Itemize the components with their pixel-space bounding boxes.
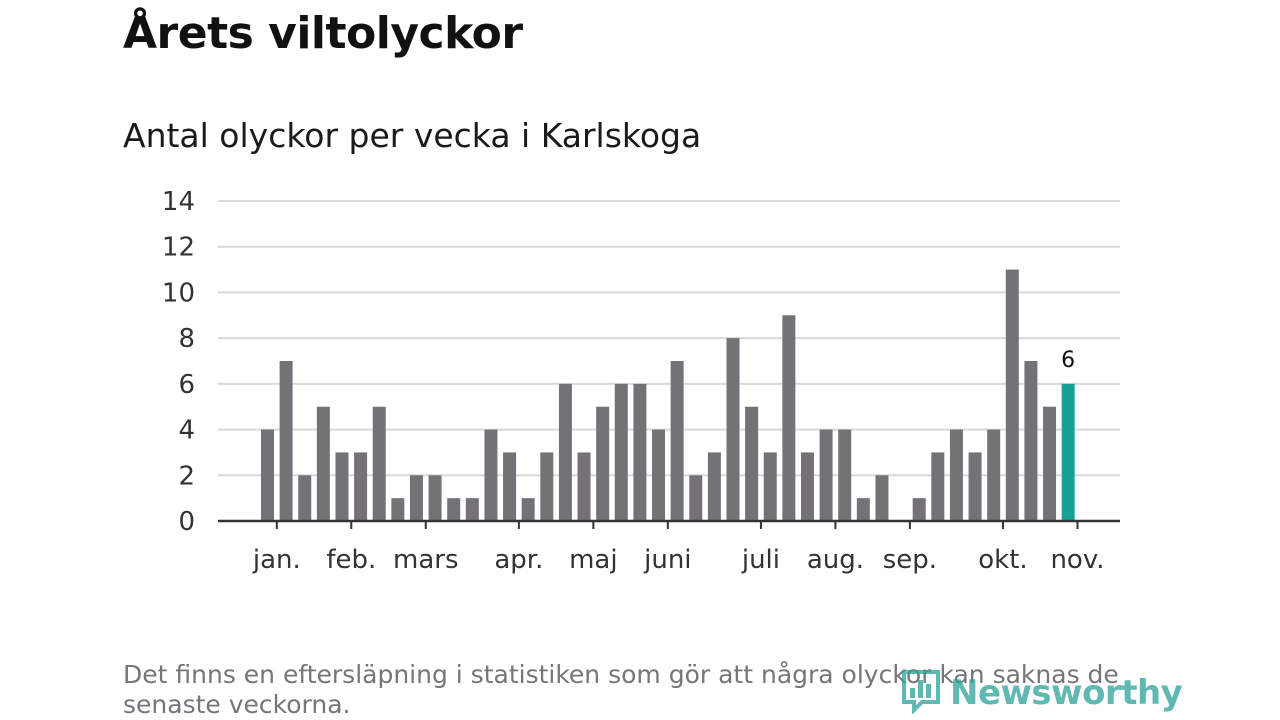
- bar: [838, 429, 852, 521]
- bar: [652, 429, 666, 521]
- x-tick-label: okt.: [978, 545, 1027, 575]
- bar: [931, 452, 945, 521]
- bar: [819, 429, 833, 521]
- bar: [987, 429, 1001, 521]
- bar: [763, 452, 777, 521]
- bar: [316, 406, 330, 521]
- bar-chart: 0 2 4 6 8 10 12 14 jan. feb. mars apr. maj juni juli au…: [162, 187, 1120, 575]
- bar: [875, 475, 889, 521]
- bar-chart-icon: [900, 668, 942, 718]
- bar: [279, 361, 293, 521]
- bar: [856, 498, 870, 521]
- y-tick-label: 6: [178, 370, 195, 400]
- x-tick-label: mars: [393, 545, 459, 575]
- bar: [261, 429, 274, 521]
- page-title: Årets viltolyckor: [123, 8, 523, 59]
- x-tick-label: apr.: [494, 545, 543, 575]
- bar: [726, 338, 740, 521]
- bar: [1043, 406, 1057, 521]
- bar: [540, 452, 554, 521]
- x-tick-label: jan.: [252, 545, 301, 575]
- bar: [372, 406, 386, 521]
- bar: [670, 361, 684, 521]
- x-tick-label: aug.: [807, 545, 864, 575]
- brand-logo: Newsworthy: [900, 668, 1183, 718]
- x-tick-label: maj: [569, 545, 617, 575]
- y-tick-label: 0: [178, 507, 195, 537]
- y-tick-label: 14: [162, 187, 195, 217]
- y-tick-label: 8: [178, 324, 195, 354]
- data-label: 6: [1061, 348, 1075, 373]
- bar: [800, 452, 814, 521]
- bar: [428, 475, 442, 521]
- bar: [409, 475, 423, 521]
- y-tick-label: 4: [178, 416, 195, 446]
- bar: [1005, 269, 1019, 521]
- bar: [912, 498, 926, 521]
- bar: [558, 383, 572, 521]
- bar: [782, 315, 796, 521]
- bar: [298, 475, 312, 521]
- bar: [689, 475, 703, 521]
- x-tick-label: feb.: [326, 545, 376, 575]
- x-tick-label: juni: [643, 545, 691, 575]
- brand-name: Newsworthy: [950, 673, 1183, 713]
- bar: [1024, 361, 1038, 521]
- x-tick-label: nov.: [1050, 545, 1104, 575]
- chart-subtitle: Antal olyckor per vecka i Karlskoga: [123, 116, 702, 155]
- x-tick-label: sep.: [883, 545, 937, 575]
- bar: [745, 406, 759, 521]
- x-tick-label: juli: [741, 545, 780, 575]
- bar: [503, 452, 517, 521]
- bar: [484, 429, 498, 521]
- y-tick-label: 12: [162, 233, 195, 263]
- bar: [447, 498, 461, 521]
- bar: [614, 383, 628, 521]
- footnote: Det finns en eftersläpning i statistiken…: [123, 660, 1119, 719]
- y-tick-label: 10: [162, 278, 195, 308]
- bar: [521, 498, 535, 521]
- bar: [391, 498, 405, 521]
- bar: [577, 452, 591, 521]
- bar: [354, 452, 368, 521]
- bar: [335, 452, 349, 521]
- y-tick-label: 2: [178, 461, 195, 491]
- bar: [465, 498, 479, 521]
- bar: [968, 452, 982, 521]
- bar: [949, 429, 963, 521]
- bar: [596, 406, 610, 521]
- bar-highlight: [1061, 383, 1075, 521]
- bar: [707, 452, 721, 521]
- bar: [633, 383, 647, 521]
